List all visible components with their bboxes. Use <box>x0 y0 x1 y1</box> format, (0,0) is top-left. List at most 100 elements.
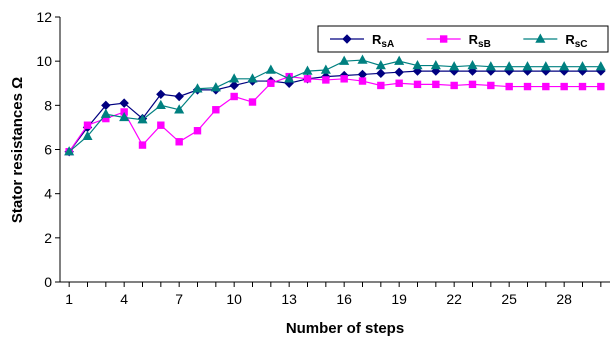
x-tick-label: 25 <box>501 291 517 307</box>
data-point-rsb <box>138 141 147 149</box>
data-point-rsb <box>83 121 92 129</box>
data-point-rsb <box>578 82 587 91</box>
data-point-rsb <box>377 81 385 90</box>
series-rsb <box>65 72 605 156</box>
data-point-rsb <box>230 92 238 101</box>
legend-entry-rsa: RsA <box>330 32 394 50</box>
data-point-rsc <box>577 61 588 71</box>
data-point-rsc <box>192 83 203 93</box>
data-point-rsb <box>468 80 477 89</box>
data-point-rsc <box>430 60 441 70</box>
data-point-rsb <box>432 80 440 89</box>
data-point-rsc <box>595 61 606 71</box>
data-point-rsc <box>504 61 515 71</box>
data-point-rsb <box>487 81 495 90</box>
data-point-rsc <box>394 55 405 65</box>
data-point-rsb <box>523 82 532 91</box>
data-point-rsc <box>229 73 240 83</box>
legend-box <box>317 25 609 53</box>
data-point-rsb <box>157 121 165 129</box>
data-point-rsc <box>247 73 258 83</box>
data-point-rsb <box>505 82 513 91</box>
data-point-rsa <box>156 89 166 99</box>
data-point-rsc <box>339 55 350 65</box>
data-point-rsc <box>210 82 221 92</box>
data-point-rsa <box>174 91 184 102</box>
legend-entry-rsc: RsC <box>523 32 588 50</box>
data-point-rsc <box>82 130 93 140</box>
data-point-rsc <box>559 61 570 71</box>
data-point-rsc <box>412 60 423 70</box>
series-line-rsa <box>68 70 601 153</box>
x-tick-label: 13 <box>281 291 297 307</box>
data-point-rsb <box>358 77 367 85</box>
data-point-rsc <box>265 64 276 74</box>
data-point-rsc <box>375 60 386 70</box>
data-point-rsa <box>229 80 239 91</box>
x-tick-label: 22 <box>446 291 462 307</box>
y-tick-label: 8 <box>44 97 52 113</box>
legend-label-rsa: RsA <box>372 32 394 50</box>
data-point-rsb <box>267 79 275 87</box>
data-point-rsc <box>284 73 295 83</box>
data-point-rsc <box>174 104 185 114</box>
legend-marker-rsc <box>535 33 546 43</box>
data-point-rsc <box>522 61 533 71</box>
data-point-rsb <box>303 75 312 83</box>
data-point-rsa <box>376 68 386 79</box>
x-tick-label: 7 <box>175 291 183 307</box>
data-point-rsb <box>193 127 202 135</box>
data-point-rsb <box>322 76 330 84</box>
data-point-rsb <box>212 106 220 114</box>
data-point-rsb <box>175 138 183 146</box>
data-point-rsc <box>155 99 166 110</box>
data-point-rsc <box>449 61 460 71</box>
data-point-rsc <box>137 114 148 124</box>
data-point-rsc <box>100 108 111 118</box>
legend-label-rsc: RsC <box>565 32 587 50</box>
data-point-rsc <box>302 65 313 75</box>
x-axis-title: Number of steps <box>286 320 404 337</box>
data-point-rsc <box>64 146 75 156</box>
data-point-rsa <box>357 69 368 80</box>
y-tick-label: 12 <box>36 9 52 25</box>
series-rsc <box>64 54 606 156</box>
x-tick-label: 28 <box>556 291 572 307</box>
y-tick-label: 6 <box>44 142 52 158</box>
data-point-rsc <box>540 61 551 71</box>
data-point-rsb <box>340 75 348 83</box>
data-point-rsc <box>357 54 368 64</box>
legend-marker-rsa <box>342 34 352 44</box>
y-axis-title: Stator resistances Ω <box>9 77 26 223</box>
series-layer <box>64 54 606 157</box>
x-tick-label: 16 <box>336 291 352 307</box>
data-point-rsb <box>248 98 257 106</box>
x-tick-label: 19 <box>391 291 407 307</box>
legend-label-rsb: RsB <box>469 32 491 50</box>
legend: RsA RsB RsC <box>317 25 609 53</box>
legend-marker-rsb <box>439 35 448 43</box>
y-tick-label: 0 <box>44 274 52 290</box>
data-point-rsb <box>597 82 605 91</box>
x-tick-label: 10 <box>226 291 242 307</box>
data-point-rsb <box>413 80 422 89</box>
data-point-rsc <box>467 60 478 70</box>
data-point-rsb <box>395 79 403 87</box>
data-point-rsc <box>485 61 496 71</box>
x-tick-label: 4 <box>120 291 128 307</box>
legend-entry-rsb: RsB <box>426 32 491 50</box>
data-point-rsb <box>560 82 568 91</box>
data-point-rsc <box>320 64 331 74</box>
data-point-rsc <box>119 111 130 122</box>
y-tick-label: 10 <box>36 53 52 69</box>
data-point-rsb <box>450 81 458 90</box>
data-point-rsa <box>119 98 129 108</box>
data-point-rsb <box>542 82 550 91</box>
y-tick-label: 2 <box>44 230 52 246</box>
axes-layer <box>59 17 610 283</box>
x-tick-label: 1 <box>65 291 73 307</box>
data-point-rsa <box>394 67 404 77</box>
